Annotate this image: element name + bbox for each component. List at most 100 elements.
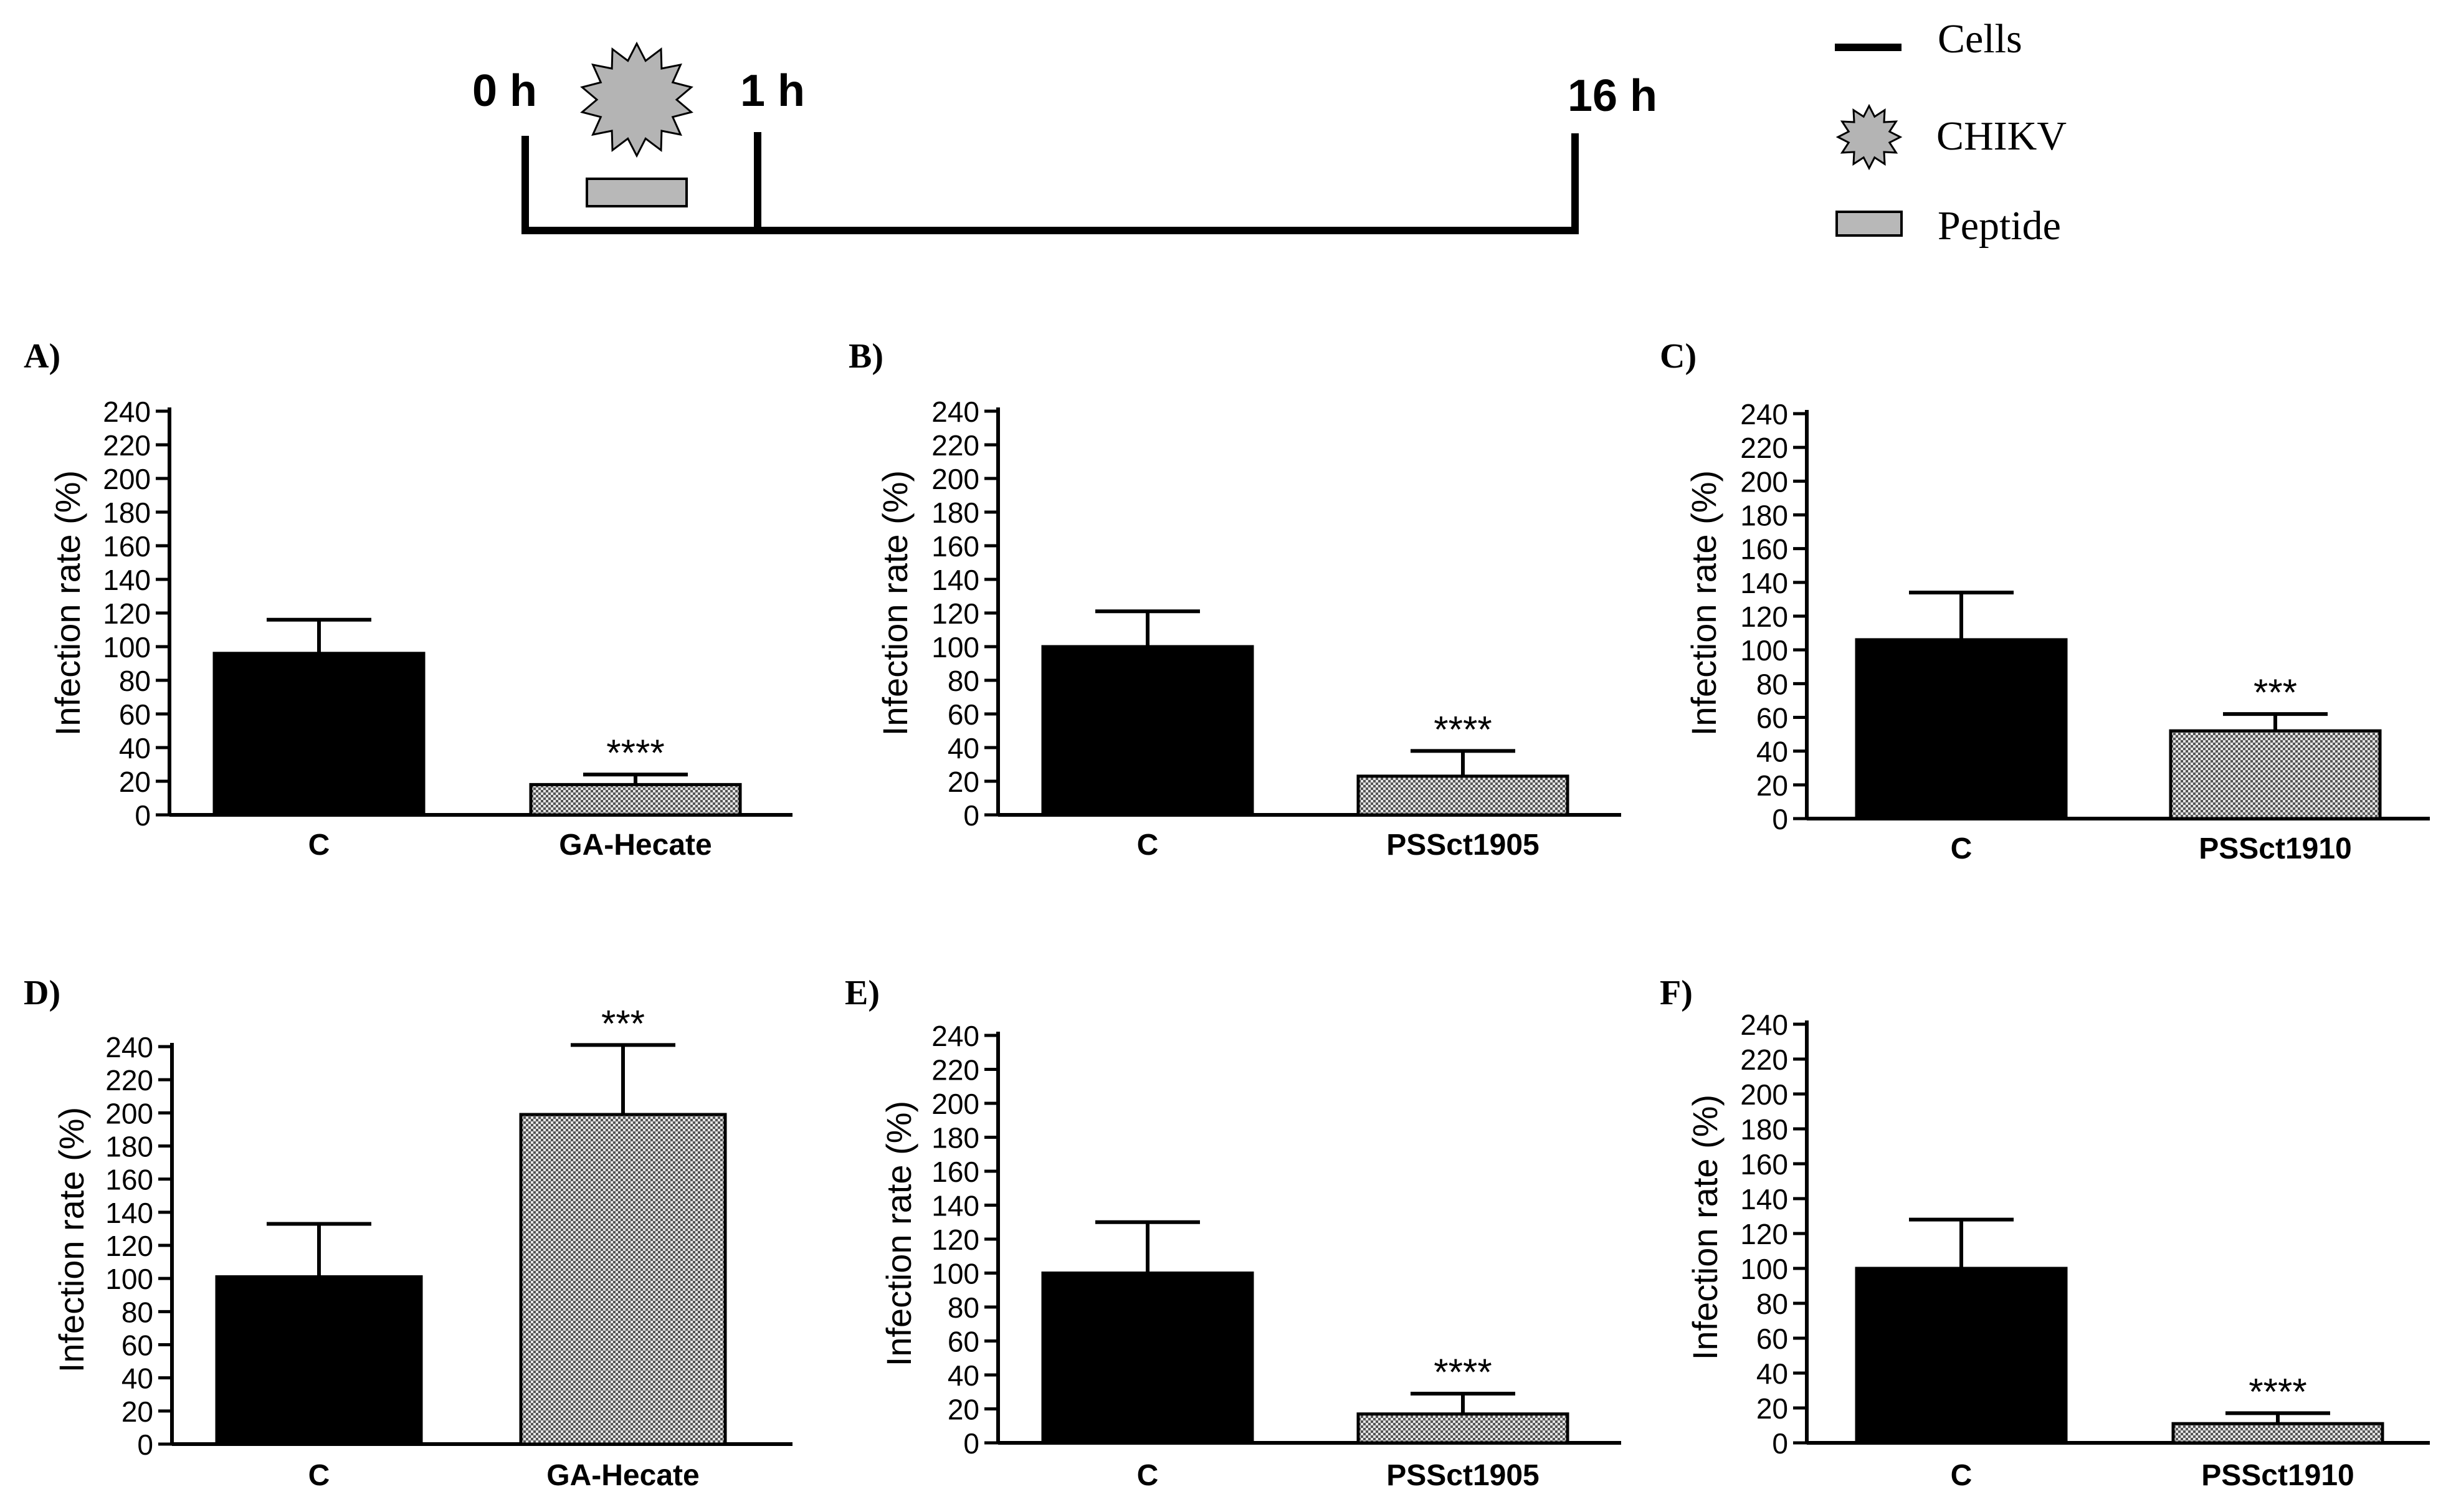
panel-label: A) xyxy=(24,337,60,376)
y-tick-label: 180 xyxy=(103,497,151,529)
y-tick-label: 40 xyxy=(948,732,979,764)
panel-label: F) xyxy=(1660,974,1693,1012)
y-tick-label: 200 xyxy=(931,463,979,495)
y-tick-label: 200 xyxy=(931,1088,979,1120)
bar-control xyxy=(1855,638,2068,820)
significance-label: *** xyxy=(2254,672,2297,713)
y-axis-label: Infection rate (%) xyxy=(1685,1095,1725,1360)
y-tick-label: 160 xyxy=(103,530,151,563)
y-tick-label: 220 xyxy=(931,429,979,462)
bar-peptide xyxy=(529,782,742,817)
significance-label: **** xyxy=(1434,708,1492,750)
y-tick-label: 140 xyxy=(103,564,151,596)
y-tick-label: 0 xyxy=(963,1427,979,1460)
y-tick-label: 200 xyxy=(1740,1078,1788,1111)
panel-label: C) xyxy=(1660,337,1697,376)
timeline-label-1h: 1 h xyxy=(740,66,805,116)
y-tick-label: 200 xyxy=(105,1097,153,1129)
significance-label: **** xyxy=(606,732,664,774)
y-tick-label: 0 xyxy=(1772,1427,1788,1460)
y-tick-label: 180 xyxy=(931,1122,979,1154)
timeline-diagram: 0 h 1 h 16 h xyxy=(472,41,1657,234)
bar-control xyxy=(1041,645,1254,817)
y-tick-label: 120 xyxy=(105,1230,153,1262)
y-tick-label: 200 xyxy=(103,463,151,495)
y-axis-label: Infection rate (%) xyxy=(1684,470,1723,736)
y-tick-label: 40 xyxy=(121,1362,153,1395)
y-tick-label: 240 xyxy=(931,396,979,428)
y-tick-label: 40 xyxy=(948,1359,979,1392)
y-tick-label: 180 xyxy=(1740,1113,1788,1146)
y-tick-label: 180 xyxy=(1740,500,1788,532)
y-tick-label: 100 xyxy=(931,631,979,663)
y-tick-label: 20 xyxy=(948,1394,979,1426)
y-axis-label: Infection rate (%) xyxy=(875,470,915,736)
y-tick-label: 40 xyxy=(1756,1357,1788,1390)
x-category-label: C xyxy=(1137,829,1159,862)
x-category-label: C xyxy=(1137,1459,1159,1492)
x-category-label: PSSct1910 xyxy=(2201,1459,2354,1492)
y-axis-label: Infection rate (%) xyxy=(52,1107,91,1372)
y-tick-label: 0 xyxy=(135,799,151,832)
chart-panel-a: A) Infection rate (%) 02040608010012014016… xyxy=(24,337,792,862)
y-tick-label: 160 xyxy=(1740,533,1788,566)
timeline-label-16h: 16 h xyxy=(1568,71,1657,121)
y-tick-label: 120 xyxy=(1740,601,1788,633)
x-category-label: GA-Hecate xyxy=(559,829,712,862)
x-category-label: PSSct1905 xyxy=(1386,1459,1540,1492)
virus-starburst-icon xyxy=(580,41,693,158)
y-tick-label: 220 xyxy=(105,1064,153,1096)
y-tick-label: 20 xyxy=(948,766,979,798)
peptide-bar-icon xyxy=(586,178,688,207)
panels: A)Infection rate (%)02040608010012014016… xyxy=(24,337,2430,1492)
y-tick-label: 100 xyxy=(105,1263,153,1295)
y-tick-label: 240 xyxy=(105,1031,153,1063)
y-tick-label: 60 xyxy=(948,1326,979,1358)
y-tick-label: 140 xyxy=(105,1197,153,1229)
y-tick-label: 120 xyxy=(931,1224,979,1256)
y-tick-label: 40 xyxy=(119,732,151,764)
y-tick-label: 160 xyxy=(931,1156,979,1188)
y-tick-label: 160 xyxy=(1740,1148,1788,1181)
y-tick-label: 140 xyxy=(1740,1183,1788,1215)
legend: Cells CHIKV Peptide xyxy=(1835,16,2067,249)
chart-panel-e: E) Infection rate (%) 02040608010012014016… xyxy=(845,974,1621,1492)
x-category-label: PSSct1910 xyxy=(2199,832,2352,865)
y-tick-label: 220 xyxy=(1740,432,1788,464)
significance-label: **** xyxy=(1434,1351,1492,1393)
y-tick-label: 120 xyxy=(1740,1218,1788,1250)
y-tick-label: 200 xyxy=(1740,465,1788,498)
y-tick-label: 180 xyxy=(105,1131,153,1163)
legend-cells-label: Cells xyxy=(1938,16,2022,62)
y-tick-label: 100 xyxy=(103,631,151,663)
y-tick-label: 80 xyxy=(948,1291,979,1324)
y-tick-label: 220 xyxy=(103,429,151,462)
legend-virus-label: CHIKV xyxy=(1936,113,2067,159)
y-tick-label: 240 xyxy=(1740,1009,1788,1041)
x-category-label: GA-Hecate xyxy=(546,1459,699,1492)
y-tick-label: 180 xyxy=(931,497,979,529)
panel-label: B) xyxy=(849,337,883,376)
y-tick-label: 220 xyxy=(931,1054,979,1086)
y-tick-label: 140 xyxy=(1740,567,1788,599)
y-tick-label: 80 xyxy=(1756,668,1788,700)
y-tick-label: 160 xyxy=(931,530,979,563)
bar-peptide xyxy=(2171,1422,2384,1445)
y-tick-label: 240 xyxy=(103,396,151,428)
y-tick-label: 20 xyxy=(121,1396,153,1428)
y-tick-label: 100 xyxy=(1740,1253,1788,1285)
y-tick-label: 140 xyxy=(931,1190,979,1222)
y-tick-label: 60 xyxy=(121,1329,153,1362)
x-category-label: C xyxy=(308,829,330,862)
legend-peptide-icon xyxy=(1835,211,1903,237)
y-tick-label: 20 xyxy=(119,766,151,798)
y-tick-label: 20 xyxy=(1756,769,1788,802)
x-category-label: C xyxy=(308,1459,330,1492)
y-tick-label: 60 xyxy=(119,698,151,731)
y-axis-label: Infection rate (%) xyxy=(48,470,87,736)
chart-panel-f: F) Infection rate (%) 02040608010012014016… xyxy=(1660,974,2430,1492)
bar-control xyxy=(1855,1267,2068,1445)
y-tick-label: 120 xyxy=(931,597,979,630)
x-category-label: C xyxy=(1951,832,1973,865)
y-tick-label: 60 xyxy=(948,698,979,731)
